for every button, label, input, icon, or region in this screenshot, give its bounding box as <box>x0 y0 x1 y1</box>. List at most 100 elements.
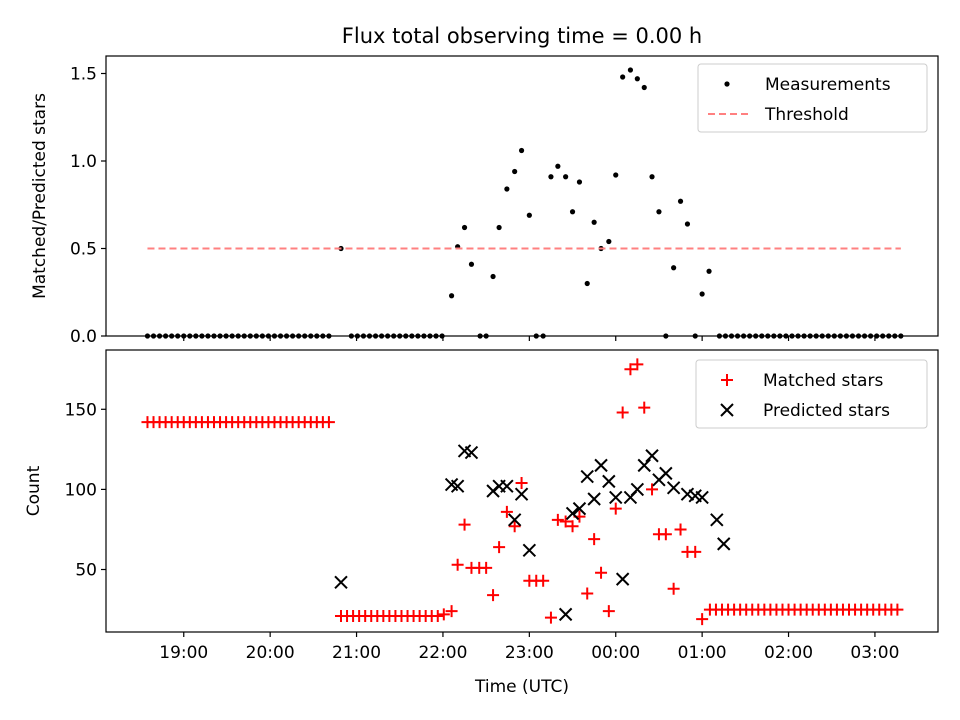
top-marks <box>144 67 904 339</box>
bottom-xtick-label: 00:00 <box>591 643 640 663</box>
bottom-legend: Matched stars Predicted stars <box>695 359 928 429</box>
measurements-point <box>699 291 705 297</box>
predicted-stars-point <box>609 490 623 505</box>
bottom-legend-box <box>695 359 928 429</box>
matched-stars-point <box>581 587 594 600</box>
top-ytick-label: 0.0 <box>70 327 97 347</box>
predicted-stars-point <box>615 572 630 586</box>
bottom-y-axis-label: Count <box>24 465 44 516</box>
matched-stars-point <box>544 611 557 624</box>
predicted-stars-point <box>637 458 651 473</box>
measurements-point <box>656 209 662 215</box>
figure-title: Flux total observing time = 0.00 h <box>342 24 702 48</box>
predicted-stars-point <box>710 513 724 527</box>
matched-stars-point <box>674 523 687 536</box>
measurements-point <box>468 261 475 267</box>
top-panel: 0.0 0.5 1.0 1.5 Matched/Predicted stars Mea… <box>30 55 939 347</box>
measurements-point <box>563 174 569 180</box>
matched-stars-point <box>487 589 500 602</box>
bottom-axis: 50 100 150 19:00 20:00 21:00 22:00 23:00 00:00 01… <box>65 400 900 663</box>
matched-stars-point <box>588 533 601 546</box>
predicted-stars-point <box>666 481 681 495</box>
matched-stars-point <box>551 513 564 526</box>
top-legend-box <box>697 63 928 133</box>
matched-stars-point <box>480 561 493 574</box>
measurements-point <box>649 174 655 180</box>
top-ytick-label: 1.0 <box>70 152 97 172</box>
bottom-xtick-label: 19:00 <box>159 643 208 663</box>
measurements-point <box>555 163 561 169</box>
legend-predicted-label: Predicted stars <box>763 401 890 421</box>
predicted-stars-point <box>450 479 465 493</box>
measurements-point <box>627 67 634 73</box>
predicted-stars-point <box>464 445 479 460</box>
matched-stars-point <box>891 603 904 616</box>
measurements-point <box>706 268 712 274</box>
x-axis-label: Time (UTC) <box>474 677 569 697</box>
matched-stars-point <box>458 518 471 531</box>
bottom-ytick-label: 100 <box>65 480 97 500</box>
matched-stars-point <box>500 505 513 518</box>
measurements-point <box>490 273 496 280</box>
matched-stars-point <box>445 605 458 618</box>
legend-matched-label: Matched stars <box>763 371 883 391</box>
predicted-stars-point <box>645 449 659 463</box>
legend-predicted-marker <box>720 403 734 417</box>
matched-stars-point <box>631 358 644 371</box>
measurements-point <box>606 238 612 245</box>
legend-measurements-label: Measurements <box>765 75 891 95</box>
matched-stars-point <box>493 541 506 554</box>
top-ytick-label: 1.5 <box>70 65 97 85</box>
measurements-point <box>518 147 525 154</box>
predicted-stars-point <box>580 469 594 484</box>
predicted-stars-point <box>587 492 601 506</box>
legend-measurements-marker <box>724 81 730 87</box>
bottom-xtick-label: 02:00 <box>764 643 813 663</box>
measurements-point <box>569 209 576 215</box>
matched-stars-point <box>451 558 464 571</box>
measurements-point <box>613 172 619 178</box>
measurements-point <box>548 174 554 180</box>
matched-stars-point <box>696 613 709 626</box>
measurements-point <box>620 74 626 80</box>
predicted-stars-point <box>334 575 348 590</box>
bottom-xtick-label: 21:00 <box>332 643 381 663</box>
legend-matched-marker <box>721 374 733 386</box>
measurements-point <box>584 280 590 287</box>
matched-stars-point <box>646 483 659 496</box>
predicted-stars-point <box>717 537 731 551</box>
matched-stars-point <box>537 574 550 587</box>
measurements-point <box>641 84 647 91</box>
top-axes-frame <box>105 55 939 337</box>
matched-stars-point <box>437 608 450 621</box>
predicted-stars-point <box>630 482 645 497</box>
matched-stars-point <box>595 566 608 579</box>
bottom-ytick-label: 50 <box>75 561 97 581</box>
predicted-stars-point <box>695 490 709 505</box>
predicted-stars-point <box>500 479 514 493</box>
measurements-point <box>504 186 510 192</box>
measurements-point <box>671 265 677 271</box>
matched-stars-point <box>508 520 521 533</box>
predicted-stars-point <box>659 466 673 481</box>
bottom-marks <box>141 358 904 626</box>
bottom-xtick-label: 03:00 <box>850 643 899 663</box>
matched-stars-point <box>609 502 622 515</box>
matched-stars-point <box>559 515 572 528</box>
matched-stars-point <box>659 528 672 541</box>
matched-stars-point <box>566 520 579 533</box>
legend-threshold-label: Threshold <box>764 105 849 125</box>
bottom-xtick-label: 23:00 <box>505 643 554 663</box>
bottom-xtick-label: 20:00 <box>246 643 295 663</box>
matched-stars-point <box>689 545 702 558</box>
bottom-axes-frame <box>105 349 939 633</box>
bottom-xtick-label: 01:00 <box>678 643 727 663</box>
measurements-point <box>512 168 518 175</box>
matched-stars-point <box>602 605 615 618</box>
predicted-stars-point <box>602 474 616 489</box>
matched-stars-point <box>624 363 637 376</box>
matched-stars-point <box>616 406 629 419</box>
predicted-stars-point <box>572 501 587 516</box>
matched-stars-point <box>322 416 335 429</box>
